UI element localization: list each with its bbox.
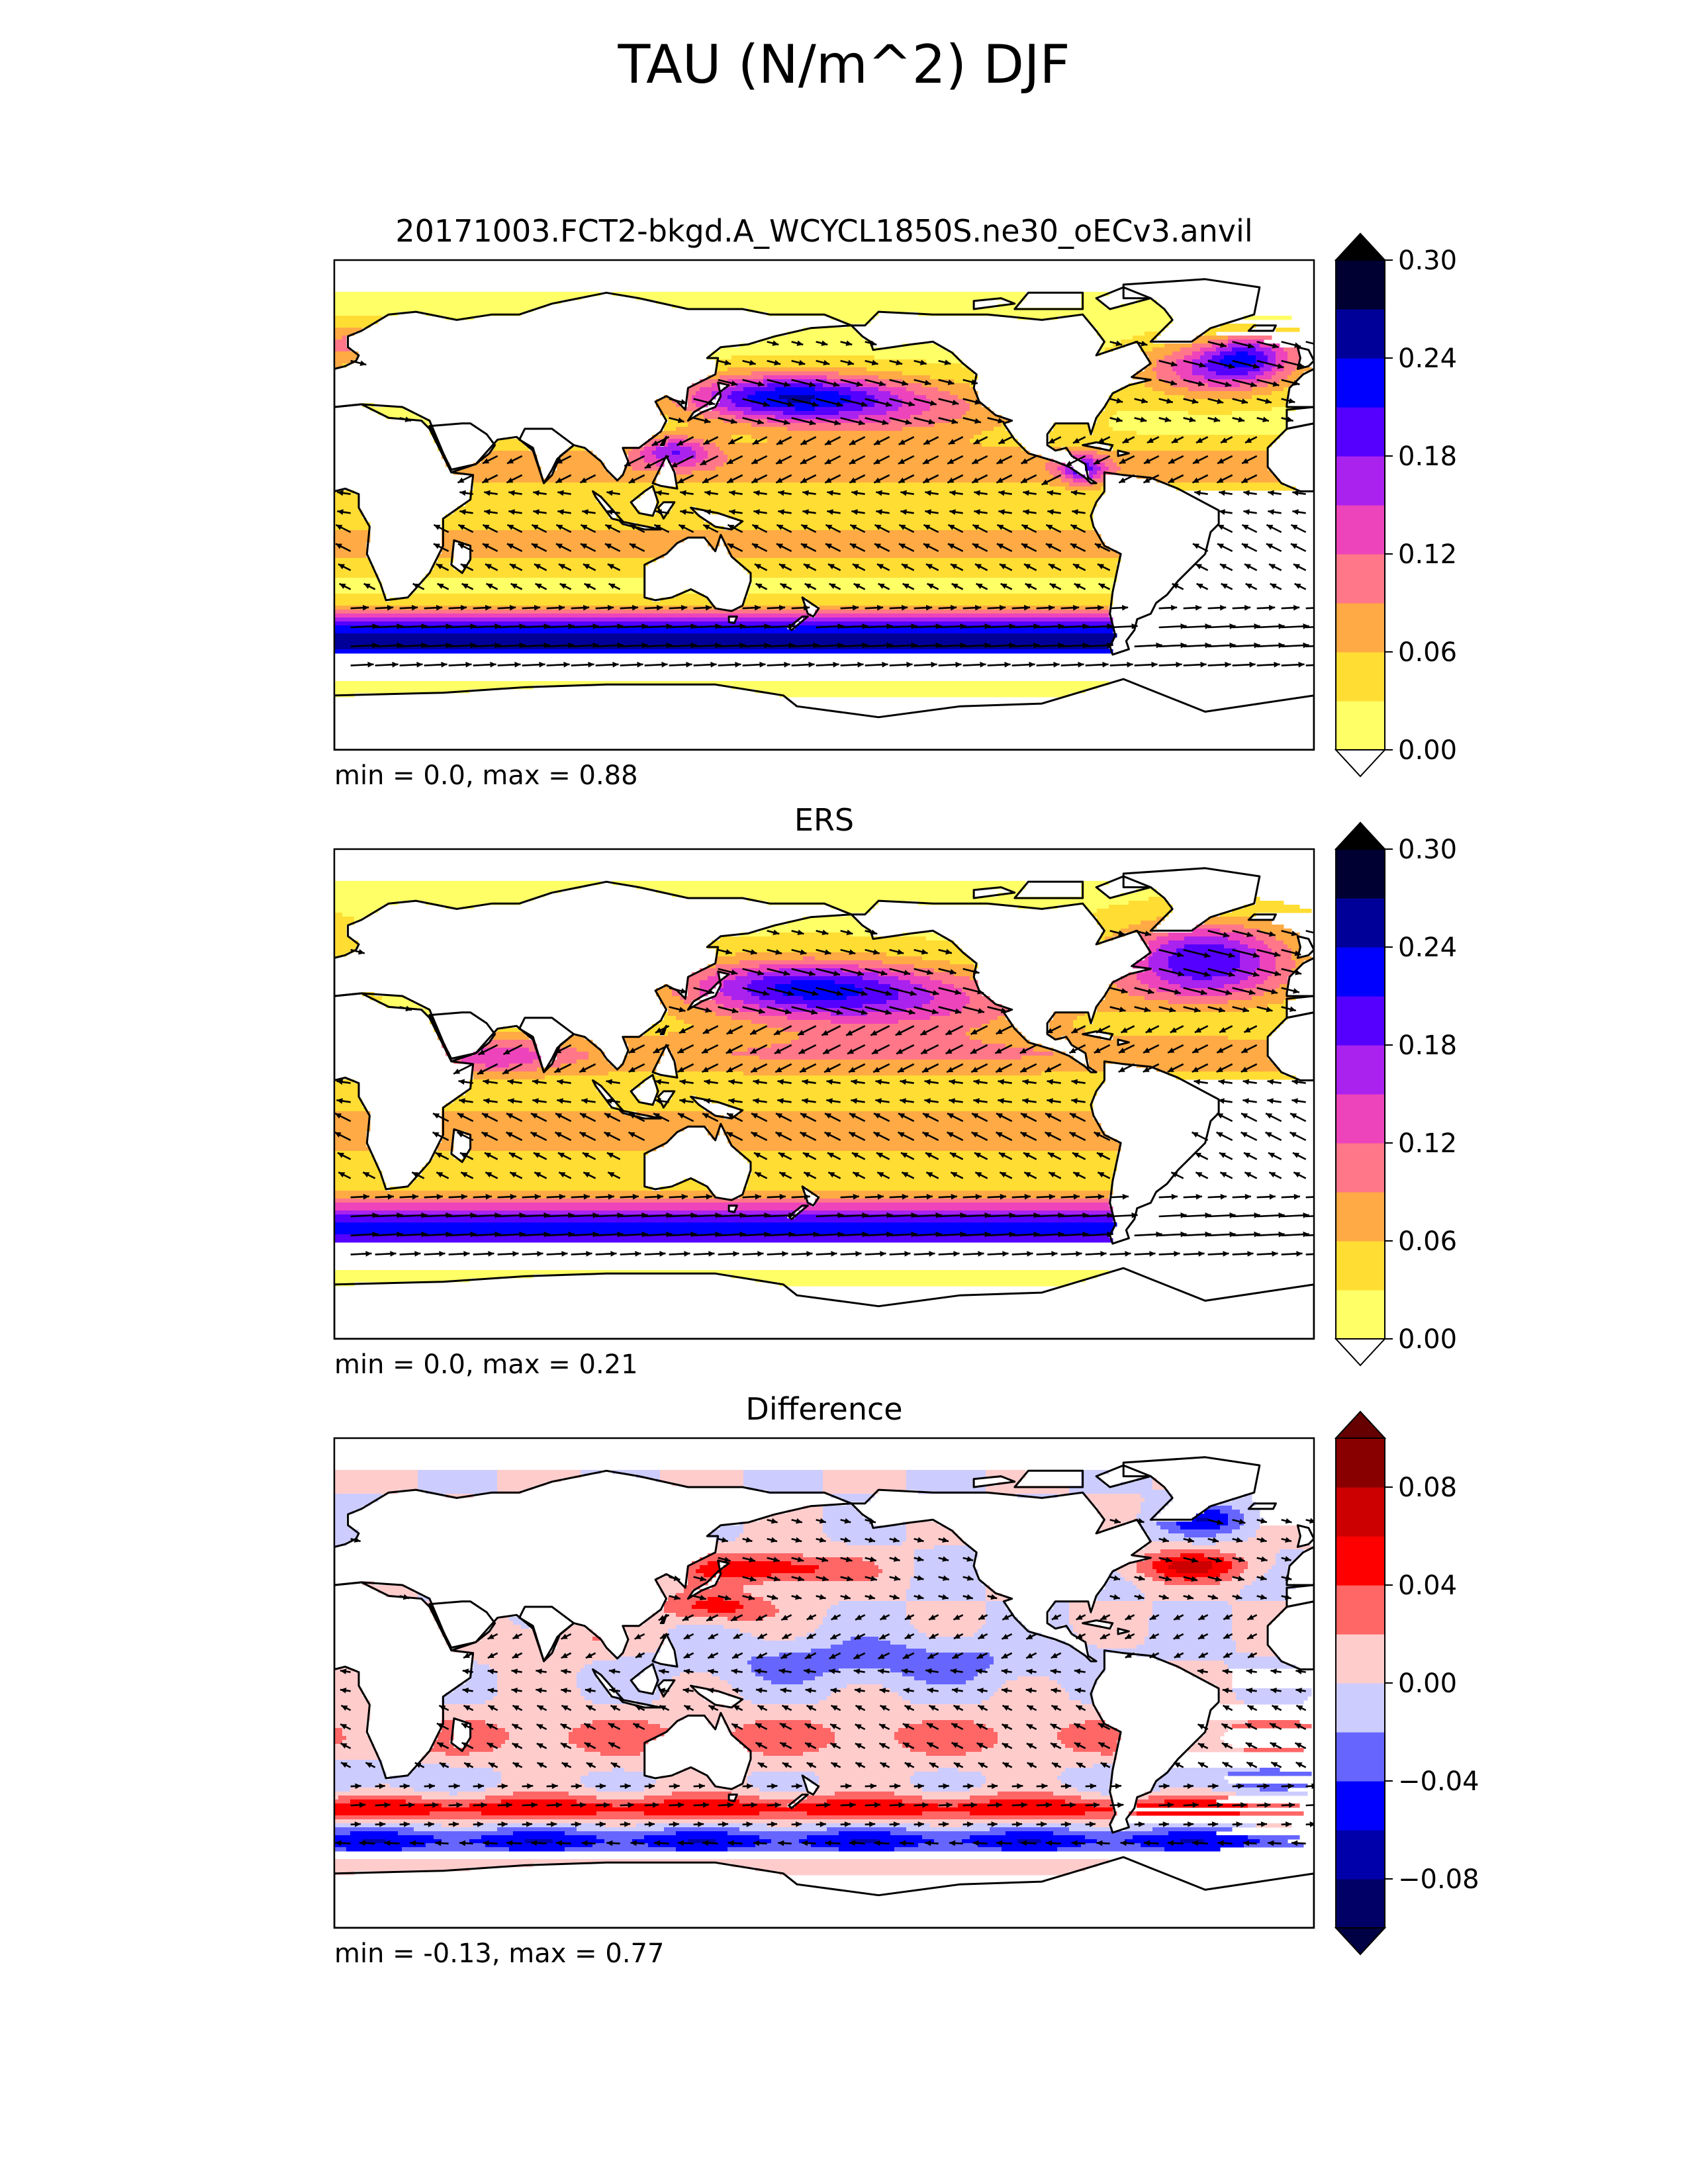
colorbar-segment	[1336, 1830, 1385, 1880]
colorbar-tick-label: 0.08	[1398, 1473, 1457, 1503]
colorbar-segment	[1336, 652, 1385, 702]
colorbar-segment	[1336, 1487, 1385, 1537]
colorbar-tick-label: 0.00	[1398, 1668, 1457, 1699]
contour-field	[334, 849, 1314, 1339]
colorbar-tick-label: −0.04	[1398, 1766, 1479, 1797]
coastlines	[334, 278, 1314, 750]
panel-title: 20171003.FCT2-bkgd.A_WCYCL1850S.ne30_oEC…	[395, 213, 1252, 249]
map-frame	[333, 848, 1315, 1340]
stats-label: min = -0.13, max = 0.77	[334, 1938, 664, 1969]
coastlines	[334, 1456, 1314, 1928]
colorbar-over-extend	[1334, 232, 1387, 261]
figure-title: TAU (N/m^2) DJF	[617, 34, 1070, 95]
colorbar-tick-label: 0.12	[1398, 1128, 1457, 1159]
contour-field	[334, 260, 1314, 750]
colorbar-tick-label: 0.12	[1398, 539, 1457, 570]
stats-label: min = 0.0, max = 0.21	[334, 1349, 638, 1380]
stats-label: min = 0.0, max = 0.88	[334, 760, 638, 791]
colorbar-segment	[1336, 898, 1385, 948]
colorbar-segment	[1336, 1438, 1385, 1488]
panel-ers: ERS min = 0.0, max = 0.21 0.00 0.06 0.12 0.18…	[333, 802, 1457, 1380]
colorbar: −0.08 −0.04 0.00 0.04 0.08	[1334, 1410, 1479, 1956]
coastlines	[334, 867, 1314, 1339]
colorbar-segment	[1336, 701, 1385, 751]
colorbar-tick-label: 0.04	[1398, 1570, 1457, 1601]
stress-vectors	[335, 340, 1314, 668]
colorbar-tick-label: 0.00	[1398, 1324, 1457, 1355]
colorbar-segment	[1336, 603, 1385, 653]
colorbar-segment	[1336, 1732, 1385, 1782]
colorbar-segment	[1336, 456, 1385, 506]
colorbar-segment	[1336, 1879, 1385, 1929]
colorbar-under-extend	[1334, 1927, 1387, 1956]
colorbar-segment	[1336, 1536, 1385, 1586]
colorbar-segment	[1336, 309, 1385, 359]
colorbar: 0.00 0.06 0.12 0.18 0.24 0.30	[1334, 821, 1457, 1367]
colorbar-over-extend	[1334, 821, 1387, 850]
colorbar-segment	[1336, 947, 1385, 997]
panel-model: 20171003.FCT2-bkgd.A_WCYCL1850S.ne30_oEC…	[333, 213, 1457, 791]
panel-title: ERS	[794, 802, 854, 838]
panel-title: Difference	[745, 1391, 902, 1427]
colorbar-segment	[1336, 1781, 1385, 1831]
colorbar-segment	[1336, 358, 1385, 408]
colorbar-segment	[1336, 1634, 1385, 1684]
colorbar-tick-label: 0.24	[1398, 343, 1457, 374]
colorbar-segment	[1336, 407, 1385, 457]
colorbar-tick-label: 0.30	[1398, 835, 1457, 865]
colorbar-segment	[1336, 849, 1385, 899]
colorbar-segment	[1336, 1094, 1385, 1144]
colorbar-tick-label: 0.00	[1398, 735, 1457, 766]
colorbar-segment	[1336, 1045, 1385, 1095]
map-frame	[333, 259, 1315, 751]
colorbar-tick-label: 0.06	[1398, 1226, 1457, 1257]
colorbar-under-extend	[1334, 749, 1387, 778]
stress-vectors	[335, 1518, 1314, 1846]
colorbar-tick-label: 0.18	[1398, 441, 1457, 472]
colorbar-tick-label: 0.06	[1398, 637, 1457, 668]
colorbar-under-extend	[1334, 1338, 1387, 1367]
colorbar-segment	[1336, 554, 1385, 604]
colorbar-segment	[1336, 1683, 1385, 1733]
colorbar-tick-label: 0.24	[1398, 933, 1457, 963]
colorbar-segment	[1336, 1241, 1385, 1291]
colorbar: 0.00 0.06 0.12 0.18 0.24 0.30	[1334, 232, 1457, 778]
colorbar-segment	[1336, 505, 1385, 555]
colorbar-segment	[1336, 1143, 1385, 1193]
colorbar-segment	[1336, 260, 1385, 310]
colorbar-over-extend	[1334, 1410, 1387, 1439]
colorbar-segment	[1336, 1192, 1385, 1242]
contour-field	[334, 1438, 1314, 1928]
map-frame	[333, 1437, 1315, 1929]
colorbar-tick-label: 0.18	[1398, 1030, 1457, 1061]
colorbar-segment	[1336, 1585, 1385, 1635]
colorbar-segment	[1336, 996, 1385, 1046]
colorbar-tick-label: −0.08	[1398, 1864, 1479, 1895]
colorbar-tick-label: 0.30	[1398, 246, 1457, 276]
colorbar-segment	[1336, 1290, 1385, 1340]
